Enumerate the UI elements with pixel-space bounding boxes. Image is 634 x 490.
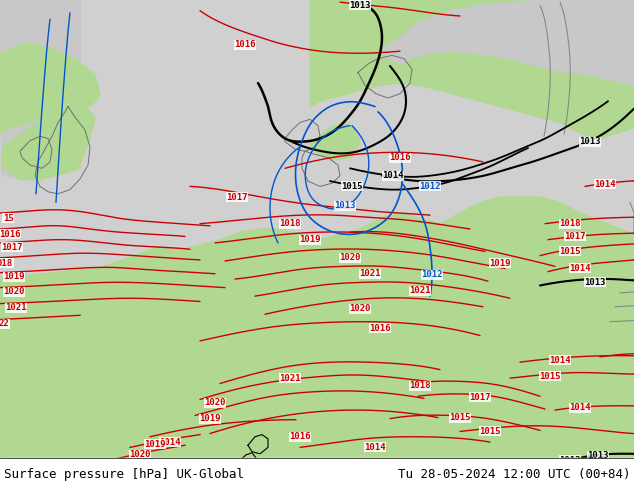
Text: 1016: 1016 [369, 323, 391, 333]
Text: 1013: 1013 [585, 278, 605, 287]
Text: 1013: 1013 [559, 456, 581, 465]
Text: 15: 15 [3, 214, 13, 223]
Text: 1017: 1017 [226, 193, 248, 201]
Text: 1019: 1019 [199, 414, 221, 423]
Text: 1019: 1019 [299, 235, 321, 244]
Text: 1017: 1017 [1, 243, 23, 252]
Text: 1017: 1017 [469, 393, 491, 402]
Polygon shape [310, 122, 360, 160]
Text: 1020: 1020 [204, 398, 226, 407]
Text: 1014: 1014 [569, 264, 591, 273]
Text: 1013: 1013 [349, 1, 371, 10]
Text: 1014: 1014 [365, 443, 385, 452]
Text: 1014: 1014 [382, 172, 404, 180]
Text: 1014: 1014 [159, 438, 181, 446]
Text: 1016: 1016 [234, 40, 256, 49]
Text: 1014: 1014 [594, 180, 616, 189]
Text: 1015: 1015 [540, 371, 560, 381]
Text: 1013: 1013 [579, 137, 601, 146]
Text: 1016: 1016 [0, 230, 21, 239]
Text: 1015: 1015 [450, 413, 471, 422]
Text: 1020: 1020 [339, 253, 361, 262]
Text: 1021: 1021 [359, 270, 381, 278]
Text: 1020: 1020 [3, 287, 25, 296]
Text: 1020: 1020 [349, 304, 371, 314]
Text: 1014: 1014 [164, 464, 186, 473]
Text: 1021: 1021 [279, 374, 301, 383]
Polygon shape [0, 197, 634, 490]
Bar [0, 458, 634, 490]
Text: 1016: 1016 [389, 153, 411, 162]
Text: 1017: 1017 [564, 232, 586, 241]
Text: 1021: 1021 [5, 303, 27, 312]
Text: 1015: 1015 [559, 247, 581, 256]
Text: 1021: 1021 [410, 286, 430, 295]
Text: 1019: 1019 [489, 259, 511, 268]
Text: 1015: 1015 [341, 182, 363, 191]
Text: 1016: 1016 [289, 432, 311, 441]
Polygon shape [0, 0, 80, 213]
Polygon shape [380, 0, 634, 85]
Text: 1012: 1012 [419, 182, 441, 191]
Polygon shape [0, 43, 100, 133]
Text: 1014: 1014 [569, 403, 591, 413]
Text: 1015: 1015 [479, 427, 501, 436]
Text: 1020: 1020 [129, 450, 151, 459]
Text: 1019: 1019 [145, 440, 165, 449]
Text: 1013: 1013 [579, 473, 601, 482]
Text: 1013: 1013 [587, 451, 609, 461]
Polygon shape [0, 106, 95, 194]
Text: Tu 28-05-2024 12:00 UTC (00+84): Tu 28-05-2024 12:00 UTC (00+84) [398, 467, 630, 481]
Text: 1018: 1018 [559, 219, 581, 228]
Polygon shape [310, 0, 634, 139]
Text: 1013: 1013 [604, 468, 626, 477]
Text: Surface pressure [hPa] UK-Global: Surface pressure [hPa] UK-Global [4, 467, 244, 481]
Text: 018: 018 [0, 259, 13, 268]
Polygon shape [0, 139, 230, 277]
Text: 1018: 1018 [279, 219, 301, 228]
Text: 22: 22 [0, 319, 10, 328]
Text: 1013: 1013 [611, 482, 633, 490]
Text: 1014: 1014 [549, 356, 571, 365]
Text: 1018: 1018 [410, 381, 430, 390]
Text: 1012: 1012 [421, 270, 443, 279]
Text: 1019: 1019 [3, 272, 25, 281]
Text: 1013: 1013 [334, 201, 356, 210]
